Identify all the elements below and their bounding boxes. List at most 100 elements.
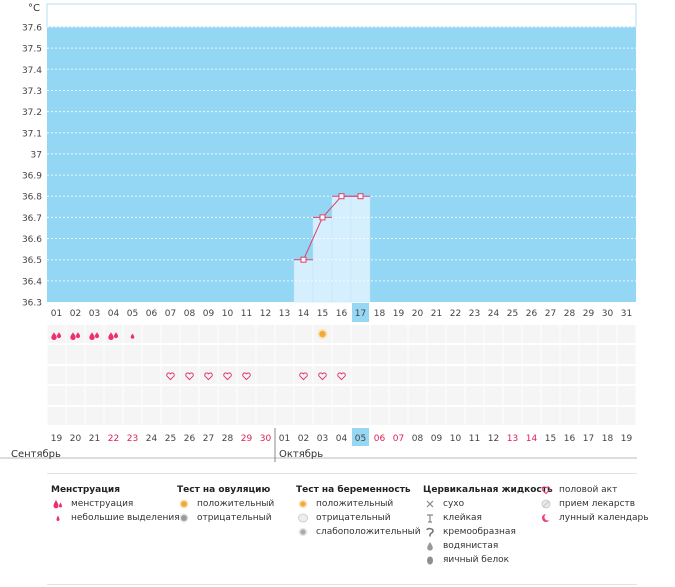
y-tick-label: 37.1: [22, 129, 42, 139]
tracker-cell: [104, 407, 123, 425]
spotting-drop: [130, 333, 135, 339]
calendar-day-label: 07: [393, 434, 404, 444]
legend-label: слабоположительный: [316, 527, 421, 537]
day-label: 27: [545, 309, 556, 319]
tracker-cell: [503, 325, 522, 343]
sun-icon: [179, 499, 189, 509]
ovulation-positive-core: [319, 330, 326, 338]
legend-item-dry: сухо: [423, 497, 553, 511]
legend-label: клейкая: [443, 513, 482, 523]
series-point: [338, 193, 345, 200]
legend-menstruation-title: Менструация: [51, 485, 120, 495]
legend: Менструация менструация небольшие выделе…: [47, 473, 649, 585]
tracker-cell: [446, 325, 465, 343]
tracker-cell: [47, 325, 66, 343]
y-tick-label: 36.6: [22, 235, 42, 245]
tracker-cell: [446, 366, 465, 384]
calendar-date-row: 19 20 21 22 23 24 25 26 27 28 29 30 01 02 03 04 05 06 07 08…: [51, 428, 632, 446]
tracker-cell: [484, 325, 503, 343]
calendar-day-label: 16: [564, 434, 576, 444]
legend-label: яичный белок: [443, 555, 510, 565]
menstruation-drop: [108, 332, 114, 341]
day-label: 09: [203, 309, 215, 319]
tracker-cell: [85, 325, 104, 343]
temperature-column: [350, 195, 371, 303]
tracker-cell: [370, 407, 389, 425]
y-tick-label: 36.4: [22, 277, 42, 287]
tracker-cell: [541, 345, 560, 364]
tracker-cell: [408, 407, 427, 425]
calendar-day-label: 03: [317, 434, 328, 444]
tracker-cell: [484, 345, 503, 364]
day-label: 17: [355, 309, 366, 319]
day-label: 07: [165, 309, 176, 319]
drop-icon: [56, 515, 60, 521]
day-label: 02: [70, 309, 81, 319]
tracker-cell: [408, 325, 427, 343]
y-tick-label: 37.6: [22, 24, 42, 34]
tracker-cell: [446, 345, 465, 364]
y-tick-label: 36.9: [22, 172, 42, 182]
temperature-columns: [293, 195, 371, 303]
temperature-column: [331, 195, 352, 303]
tracker-cell: [351, 325, 370, 343]
legend-fluid-title: Цервикальная жидкость: [423, 485, 553, 495]
tracker-cell: [579, 325, 598, 343]
tracker-cell: [351, 345, 370, 364]
tracker-cell: [47, 407, 66, 425]
tracker-cell: [465, 345, 484, 364]
y-tick-label: 36.8: [22, 193, 42, 203]
egg-icon: [427, 556, 433, 565]
day-label: 01: [51, 309, 62, 319]
day-label: 25: [507, 309, 518, 319]
y-tick-label: 37.4: [22, 66, 42, 76]
tracker-cell: [541, 386, 560, 405]
tracker-cell: [275, 345, 294, 364]
tracker-cell: [541, 366, 560, 384]
intercourse-heart: [337, 372, 346, 381]
tracker-cell: [370, 366, 389, 384]
y-tick-label: 37.3: [22, 87, 42, 97]
day-label: 26: [526, 309, 538, 319]
menstruation-drop: [75, 332, 81, 339]
tracker-cell: [598, 407, 617, 425]
tracker-cell: [598, 366, 617, 384]
tracker-cell: [256, 325, 275, 343]
tracker-cell: [560, 345, 579, 364]
tracker-cell: [161, 366, 180, 384]
tracker-cell: [598, 386, 617, 405]
test-negative-icon: [298, 513, 308, 523]
legend-item-creamy: кремообразная: [423, 525, 553, 539]
t-icon: [427, 514, 433, 523]
legend-item-medication: прием лекарств: [539, 497, 649, 511]
tracker-cell: [503, 386, 522, 405]
calendar-day-label: 06: [374, 434, 386, 444]
calendar-day-label: 18: [602, 434, 614, 444]
tracker-cell: [598, 325, 617, 343]
calendar-day-label: 05: [355, 434, 366, 444]
tracker-cell: [484, 386, 503, 405]
tracker-cell: [370, 386, 389, 405]
calendar-day-label: 20: [70, 434, 82, 444]
legend-item-spotting: небольшие выделения: [51, 511, 180, 525]
tracker-cell: [313, 386, 332, 405]
legend-pregnancy-title: Тест на беременность: [296, 485, 411, 495]
tracker-cell: [85, 366, 104, 384]
tracker-cell: [313, 366, 332, 384]
legend-ovulation: Тест на овуляцию положительный отрицател…: [177, 483, 274, 525]
calendar-day-label: 10: [450, 434, 462, 444]
calendar-day-label: 24: [146, 434, 158, 444]
intercourse-heart: [242, 372, 251, 381]
tracker-cell: [237, 325, 256, 343]
tracker-cell: [617, 386, 636, 405]
legend-other: половой акт прием лекарств лунный календ…: [539, 483, 649, 525]
tracker-cell: [427, 386, 446, 405]
tracker-cell: [579, 366, 598, 384]
tracker-cell: [104, 325, 123, 343]
tracker-cell: [389, 366, 408, 384]
month-label-september: Сентябрь: [11, 449, 61, 460]
day-label: 22: [450, 309, 461, 319]
cycle-day-row: 01 02 03 04 05 06 07 08 09 10 11 12 13 14 15 16 17 18 19 20…: [51, 303, 632, 322]
tracker-cell: [465, 366, 484, 384]
legend-label: небольшие выделения: [71, 513, 180, 523]
